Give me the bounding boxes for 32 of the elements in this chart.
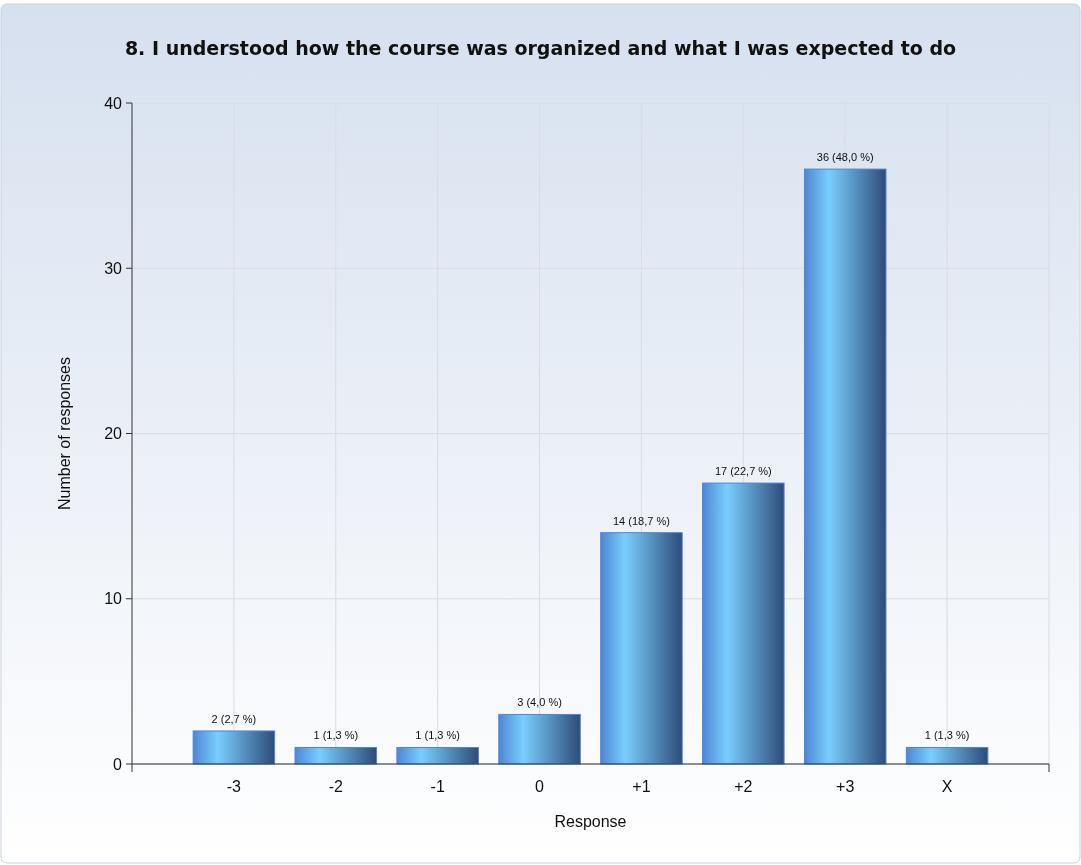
x-axis-title: Response bbox=[554, 813, 627, 830]
x-tick-label: 0 bbox=[535, 778, 545, 795]
x-tick-label: -1 bbox=[430, 778, 445, 795]
bar bbox=[803, 168, 887, 765]
data-label: 17 (22,7 %) bbox=[714, 465, 772, 478]
y-axis-title: Number of responses bbox=[56, 357, 73, 510]
bar bbox=[702, 482, 785, 765]
x-tick-label: -2 bbox=[328, 778, 343, 795]
bar bbox=[498, 713, 581, 765]
bar bbox=[905, 746, 989, 765]
y-tick-label: 0 bbox=[113, 755, 123, 773]
data-label: 1 (1,3 %) bbox=[924, 729, 970, 742]
x-tick-label: -3 bbox=[226, 778, 242, 795]
x-tick-label: X bbox=[941, 778, 953, 795]
data-label: 3 (4,0 %) bbox=[517, 696, 562, 709]
data-label: 36 (48,0 %) bbox=[816, 151, 874, 164]
x-tick-label: +2 bbox=[734, 778, 753, 795]
data-label: 14 (18,7 %) bbox=[613, 514, 670, 527]
data-label: 1 (1,3 %) bbox=[313, 729, 359, 742]
x-tick-label: +3 bbox=[836, 778, 855, 795]
chart-title: 8. I understood how the course was organized and what I was expected to do bbox=[124, 37, 957, 59]
y-tick-label: 10 bbox=[104, 590, 123, 608]
x-tick-label: +1 bbox=[632, 778, 651, 795]
y-tick-label: 40 bbox=[104, 94, 123, 112]
data-label: 2 (2,7 %) bbox=[211, 712, 257, 725]
bar bbox=[192, 730, 276, 765]
data-label: 1 (1,3 %) bbox=[415, 729, 460, 742]
y-tick-label: 20 bbox=[104, 425, 123, 443]
bar bbox=[396, 746, 479, 765]
bar bbox=[294, 746, 378, 765]
y-tick-label: 30 bbox=[104, 259, 123, 277]
bar bbox=[600, 532, 683, 765]
